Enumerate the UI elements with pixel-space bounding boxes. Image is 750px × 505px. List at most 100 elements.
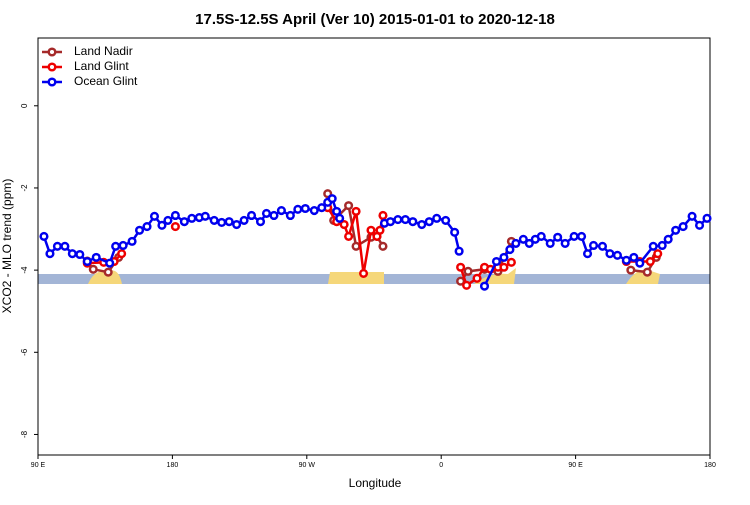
point — [351, 241, 361, 251]
point — [597, 241, 608, 251]
point — [653, 249, 663, 259]
plot-frame — [37, 37, 711, 456]
point — [187, 213, 197, 223]
point — [505, 245, 515, 255]
point — [209, 215, 219, 225]
point — [67, 249, 77, 259]
point — [424, 217, 434, 227]
point — [103, 267, 113, 277]
point — [702, 213, 712, 223]
point — [75, 249, 85, 260]
point — [118, 240, 128, 251]
point — [52, 241, 62, 251]
point — [60, 241, 70, 251]
point — [577, 231, 587, 241]
point — [463, 266, 473, 276]
point — [432, 213, 442, 223]
y-tick-label: -8 — [20, 430, 29, 438]
point — [553, 232, 563, 242]
point — [339, 219, 349, 230]
x-tick-label: 90 E — [31, 462, 46, 469]
legend-label: Land Nadir — [74, 44, 133, 58]
point — [88, 264, 98, 274]
point — [472, 273, 482, 283]
point — [335, 213, 345, 223]
point — [536, 231, 546, 241]
point — [300, 203, 310, 214]
point — [170, 210, 180, 221]
point — [454, 246, 464, 256]
y-axis-label: XCO2 - MLO trend (ppm) — [0, 179, 14, 314]
point — [255, 217, 266, 227]
y-tick-label: -2 — [20, 184, 29, 192]
point — [105, 258, 115, 268]
land-strip — [474, 268, 516, 284]
point — [378, 241, 388, 251]
point — [499, 252, 509, 262]
y-tick-label: -4 — [20, 266, 29, 274]
point — [462, 280, 472, 290]
x-tick-label: 90 W — [299, 462, 316, 469]
point — [246, 210, 257, 221]
point — [408, 217, 418, 227]
point — [91, 252, 101, 262]
point — [491, 256, 502, 267]
point — [588, 240, 599, 251]
point — [217, 217, 227, 228]
point — [642, 267, 652, 277]
point — [621, 255, 631, 265]
point — [663, 234, 673, 244]
point — [285, 210, 295, 221]
point — [456, 262, 466, 272]
point — [605, 249, 615, 259]
point — [499, 262, 509, 272]
point — [450, 227, 460, 237]
legend-marker — [47, 77, 57, 87]
point — [629, 252, 639, 262]
point — [157, 220, 167, 230]
point — [293, 204, 303, 214]
legend-marker — [47, 62, 57, 72]
point — [224, 217, 234, 227]
chart-title: 17.5S-12.5S April (Ver 10) 2015-01-01 to… — [195, 11, 555, 28]
point — [200, 211, 210, 221]
point — [657, 240, 667, 251]
land-strip — [328, 272, 384, 284]
map-strip — [38, 268, 710, 284]
point — [518, 234, 528, 244]
point — [179, 217, 189, 227]
point — [309, 206, 319, 216]
point — [344, 201, 354, 211]
point — [635, 258, 645, 268]
point — [39, 231, 49, 241]
point — [545, 238, 555, 248]
point — [393, 215, 403, 225]
point — [317, 203, 327, 213]
x-tick-label: 0 — [439, 462, 443, 469]
point — [375, 225, 385, 235]
point — [378, 210, 388, 221]
point — [479, 281, 490, 291]
point — [163, 215, 173, 225]
point — [524, 238, 534, 248]
point — [45, 249, 55, 259]
point — [239, 215, 249, 225]
y-tick-label: -6 — [20, 348, 29, 356]
point — [327, 194, 337, 204]
point — [332, 206, 342, 216]
point — [111, 241, 121, 251]
point — [687, 211, 697, 221]
point — [441, 215, 451, 225]
point — [134, 225, 145, 235]
point — [506, 257, 516, 267]
point — [511, 238, 521, 248]
point — [569, 231, 579, 241]
point — [612, 250, 622, 260]
point — [626, 265, 636, 275]
point — [149, 211, 160, 221]
point — [127, 236, 137, 246]
x-tick-label: 180 — [704, 462, 716, 469]
point — [694, 220, 705, 230]
point — [671, 225, 681, 235]
